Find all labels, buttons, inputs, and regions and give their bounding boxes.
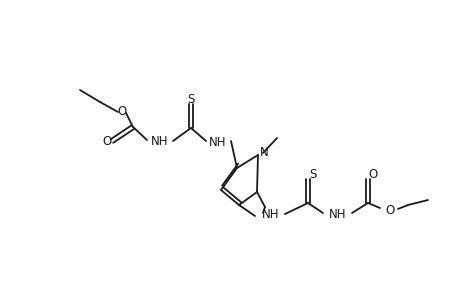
Text: N: N bbox=[259, 146, 268, 158]
Text: S: S bbox=[308, 169, 316, 182]
Text: O: O bbox=[102, 134, 112, 148]
Text: O: O bbox=[117, 104, 126, 118]
Text: O: O bbox=[368, 169, 377, 182]
Text: NH: NH bbox=[209, 136, 226, 148]
Text: NH: NH bbox=[151, 134, 168, 148]
Text: S: S bbox=[187, 92, 194, 106]
Text: NH: NH bbox=[262, 208, 279, 221]
Text: O: O bbox=[385, 203, 394, 217]
Text: NH: NH bbox=[329, 208, 346, 220]
